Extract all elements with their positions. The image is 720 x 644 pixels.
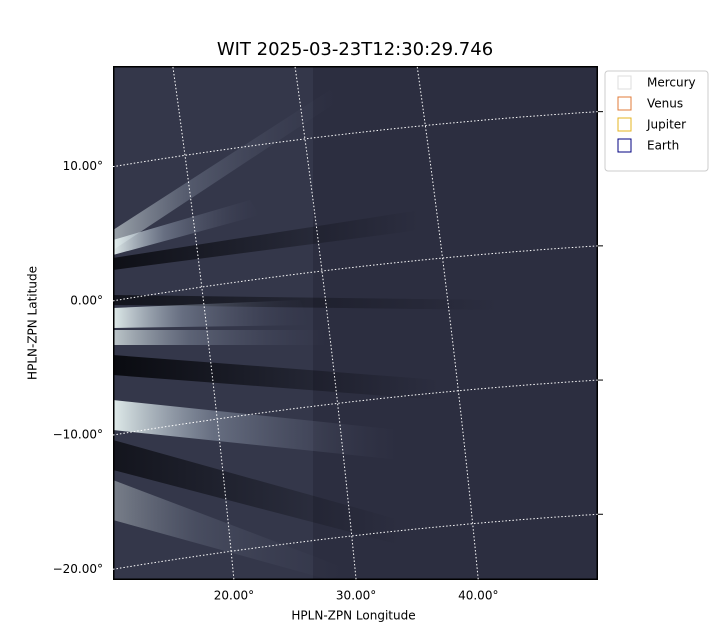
chart-title: WIT 2025-03-23T12:30:29.746 — [217, 39, 493, 60]
legend-label: Jupiter — [646, 118, 686, 132]
grid-line — [113, 245, 598, 302]
x-tick-label: 30.00° — [336, 589, 376, 603]
grid-line — [294, 66, 357, 580]
legend-marker — [617, 75, 632, 90]
y-tick-label: −10.00° — [53, 428, 103, 442]
grid-line — [172, 66, 235, 580]
y-axis-label: HPLN-ZPN Latitude — [26, 266, 40, 380]
y-tick-label: 10.00° — [63, 159, 103, 173]
grid — [113, 66, 598, 580]
legend-label: Earth — [647, 139, 679, 153]
legend-label: Mercury — [647, 76, 696, 90]
grid-line — [113, 513, 598, 570]
legend-marker — [617, 96, 632, 111]
y-tick-label: −20.00° — [53, 562, 103, 576]
grid-line — [113, 379, 598, 436]
legend-label: Venus — [647, 97, 683, 111]
grid-line — [113, 111, 598, 168]
legend-marker — [617, 117, 632, 132]
x-axis-label: HPLN-ZPN Longitude — [291, 609, 415, 623]
image — [113, 66, 598, 580]
y-tick-label: 0.00° — [70, 293, 103, 307]
legend-marker — [617, 138, 632, 153]
grid-line — [416, 66, 479, 580]
x-tick-label: 20.00° — [214, 589, 254, 603]
x-tick-label: 40.00° — [458, 589, 498, 603]
